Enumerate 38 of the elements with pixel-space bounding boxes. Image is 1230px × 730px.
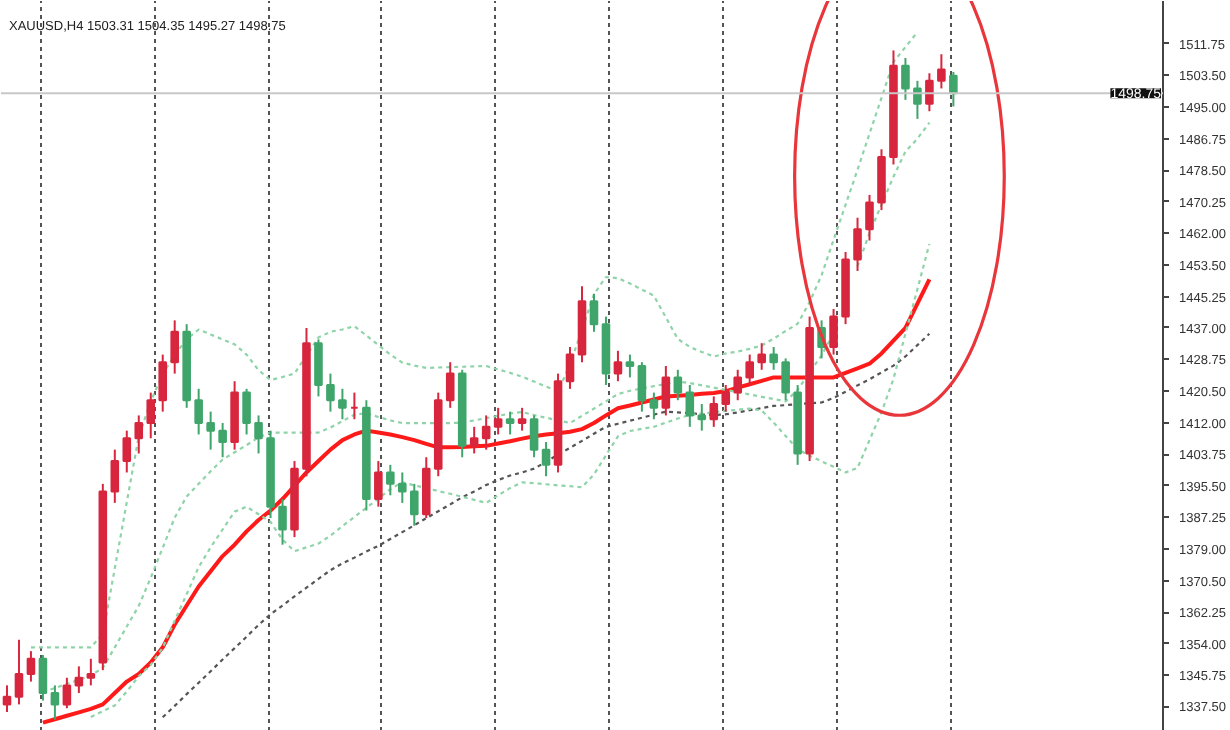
candlestick [469, 425, 479, 455]
candlestick [529, 414, 539, 459]
candlestick [86, 657, 96, 687]
line-series [161, 332, 931, 719]
candlestick [374, 460, 383, 508]
candlestick [74, 665, 84, 694]
candlestick [38, 653, 48, 702]
candlestick [949, 70, 958, 108]
candlestick [925, 72, 934, 113]
candlestick [517, 406, 527, 432]
candlestick [661, 365, 671, 417]
candlestick [421, 456, 431, 520]
candlestick [673, 368, 683, 402]
candlestick [493, 406, 503, 436]
candlestick [937, 53, 946, 90]
candlestick [170, 319, 179, 375]
candlestick [745, 353, 755, 387]
candlestick [62, 676, 72, 710]
candlestick [14, 638, 24, 706]
candlestick [50, 684, 60, 721]
candlestick [2, 684, 12, 713]
candlestick [314, 338, 323, 398]
candlestick [565, 345, 575, 390]
candlestick [637, 361, 647, 413]
candlestick [541, 441, 551, 478]
candlestick [338, 387, 347, 421]
candlestick [26, 650, 36, 683]
line-series [29, 31, 919, 649]
candlestick [158, 353, 168, 413]
candlestick [505, 410, 515, 436]
candlestick [242, 387, 251, 436]
candlestick [481, 414, 491, 451]
candlestick [757, 342, 766, 371]
candlestick [589, 292, 599, 333]
candlestick [625, 353, 635, 379]
candlestick [613, 349, 623, 383]
candlestick [649, 391, 659, 421]
candlestick [326, 372, 335, 413]
